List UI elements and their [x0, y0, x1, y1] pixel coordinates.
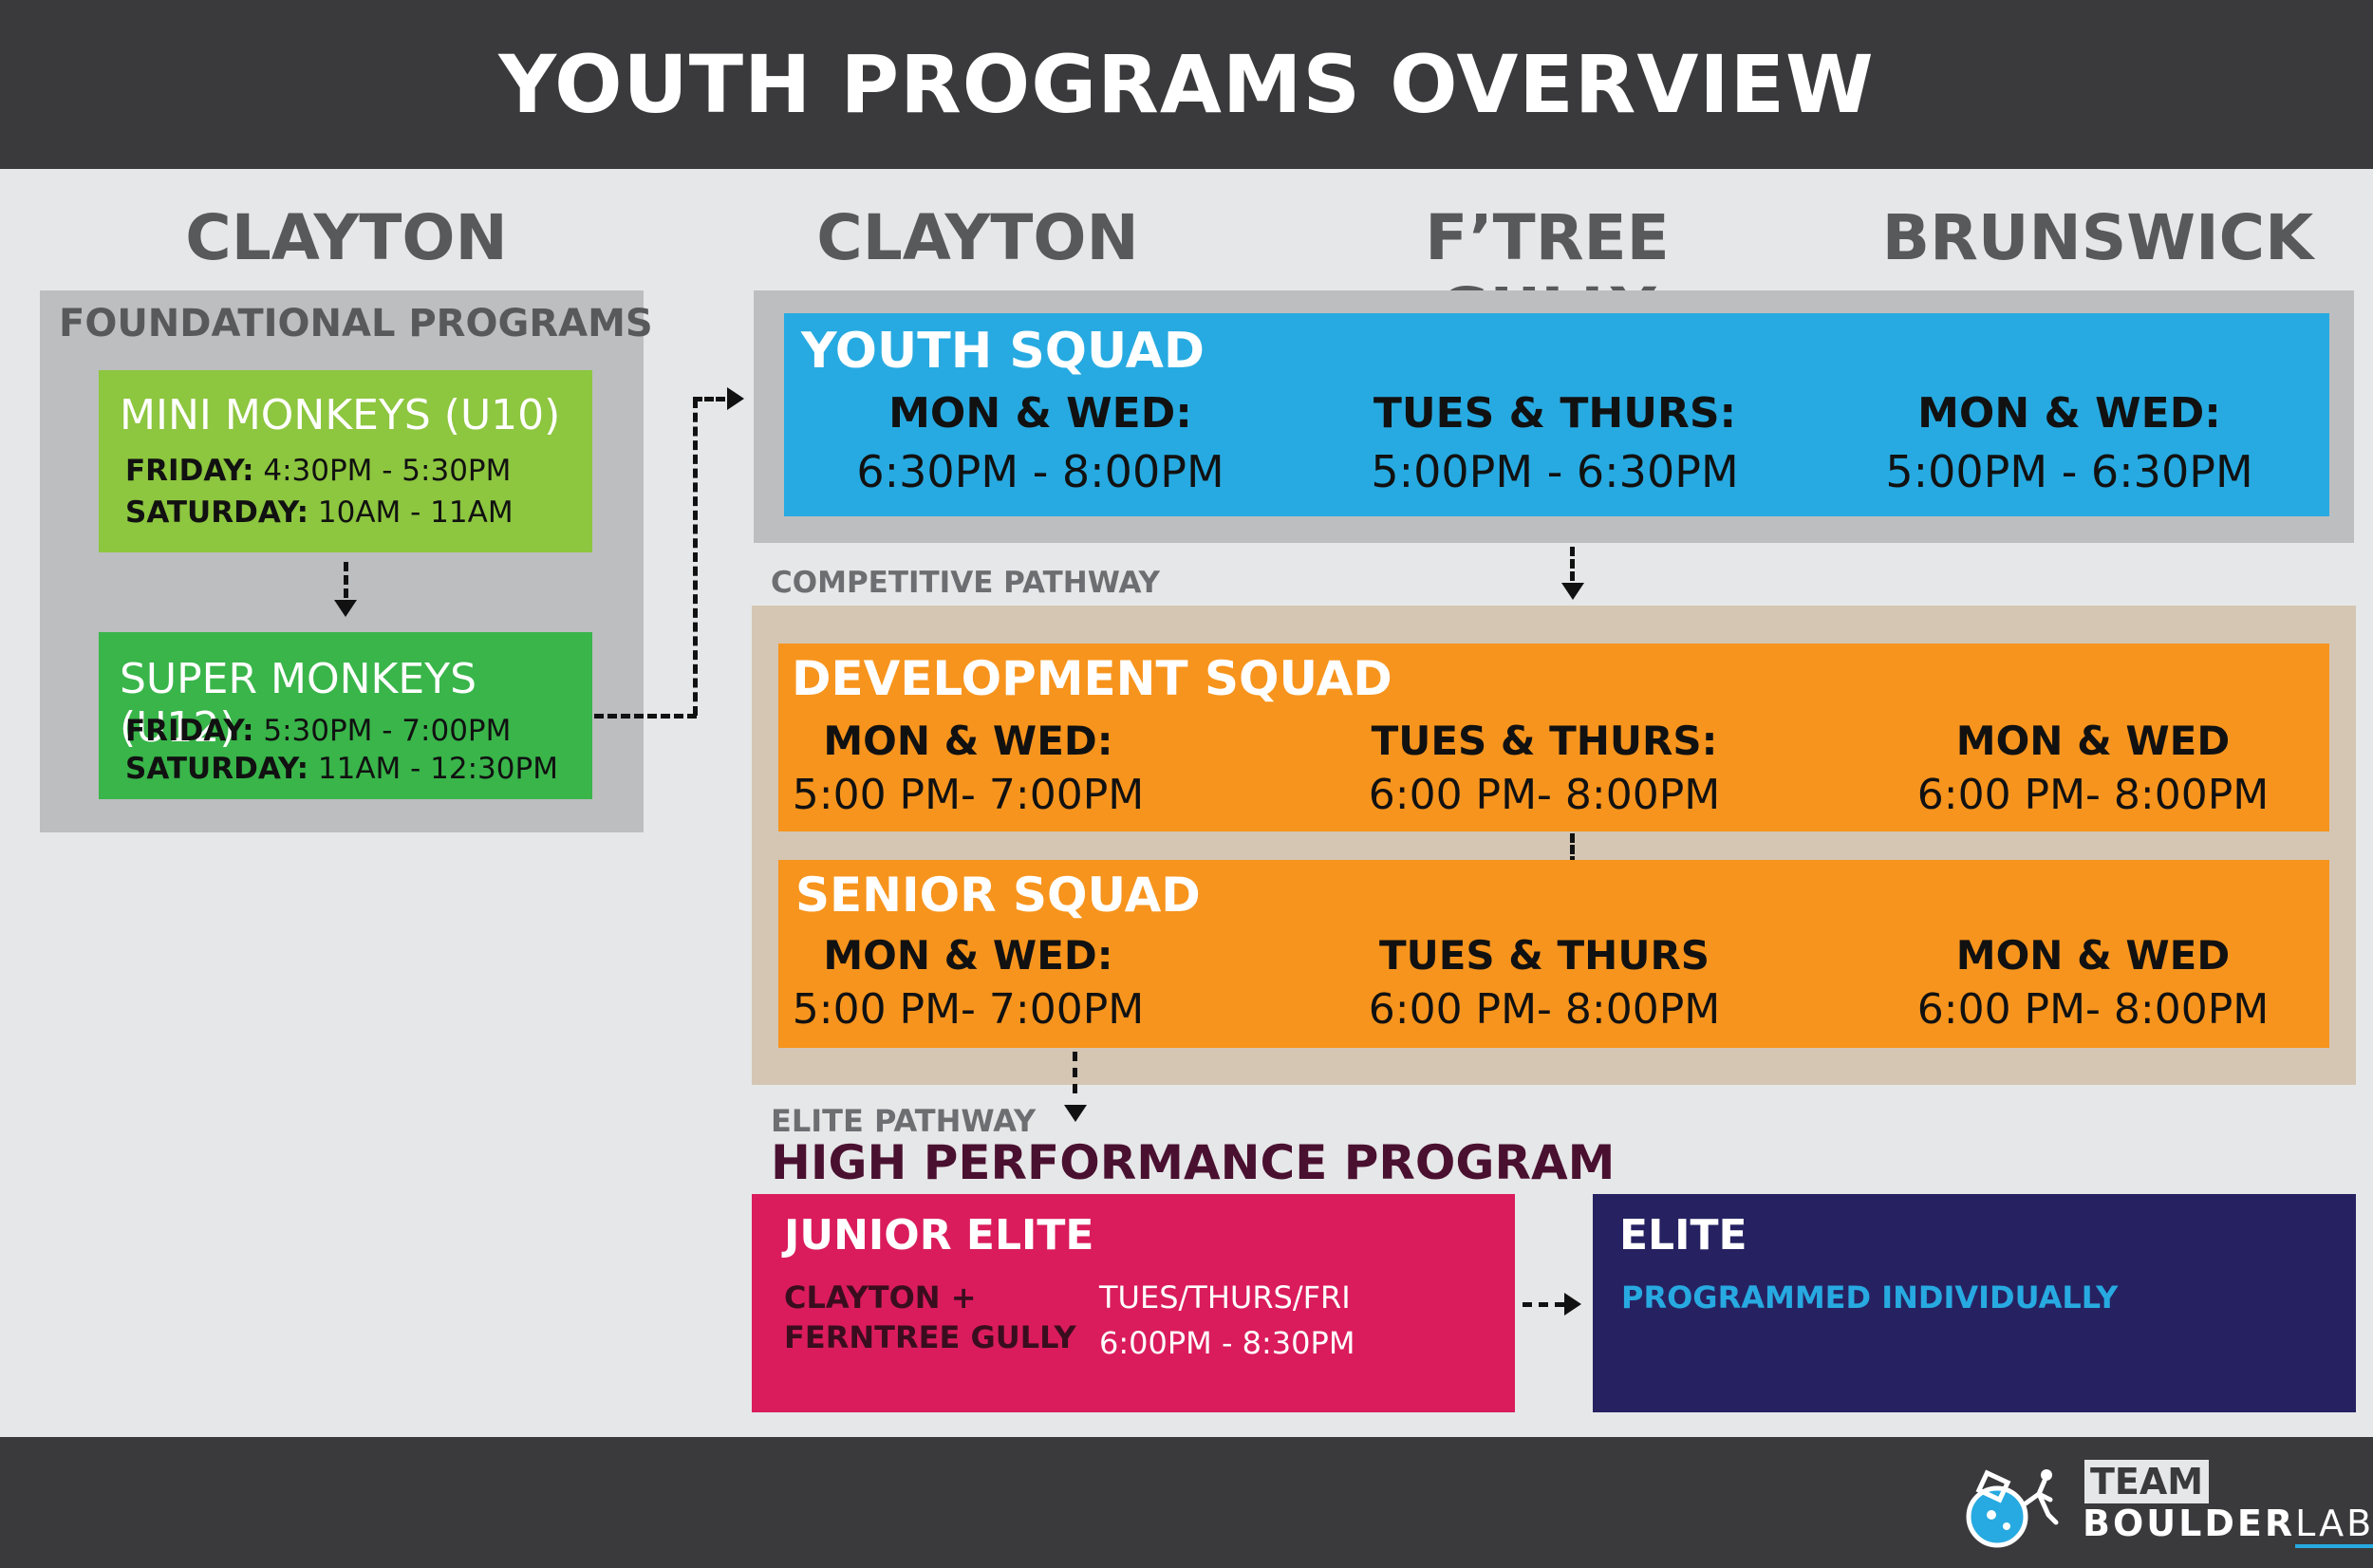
location-heading-brunswick: BRUNSWICK — [1881, 201, 2314, 274]
development-squad-time-2: 6:00 PM- 8:00PM — [1368, 771, 1721, 819]
header-bar — [0, 0, 2373, 169]
logo-boulder-text: BOULDER — [2083, 1503, 2296, 1544]
senior-squad-time-3: 6:00 PM- 8:00PM — [1916, 985, 2270, 1034]
development-squad-days-2: TUES & THURS: — [1371, 718, 1718, 764]
senior-squad-time-1: 5:00 PM- 7:00PM — [792, 985, 1145, 1034]
super-monkeys-card: SUPER MONKEYS (U12) FRIDAY: 5:30PM - 7:0… — [99, 632, 592, 799]
location-heading-foundational: CLAYTON — [185, 201, 508, 274]
development-squad-card: DEVELOPMENT SQUAD MON & WED: 5:00 PM- 7:… — [778, 644, 2329, 831]
super-monkeys-row-2: SATURDAY: 11AM - 12:30PM — [125, 752, 558, 786]
connector-super-to-youth-h1 — [594, 714, 697, 719]
youth-squad-days-2: TUES & THURS: — [1373, 389, 1737, 438]
elite-card: ELITE PROGRAMMED INDIVIDUALLY — [1593, 1194, 2356, 1412]
super-monkeys-row-1: FRIDAY: 5:30PM - 7:00PM — [125, 714, 511, 748]
youth-squad-time-3: 5:00PM - 6:30PM — [1885, 446, 2253, 497]
arrow-right-icon — [1564, 1293, 1581, 1316]
junior-elite-title: JUNIOR ELITE — [784, 1211, 1094, 1260]
page-title: YOUTH PROGRAMS OVERVIEW — [498, 38, 1875, 131]
connector-super-to-youth-h2 — [693, 397, 725, 401]
senior-squad-card: SENIOR SQUAD MON & WED: 5:00 PM- 7:00PM … — [778, 860, 2329, 1048]
youth-squad-time-1: 6:30PM - 8:00PM — [856, 446, 1224, 497]
arrow-down-icon — [1561, 583, 1584, 600]
development-squad-days-1: MON & WED: — [823, 718, 1113, 764]
connector-senior-to-elite — [1073, 1052, 1077, 1093]
junior-elite-location-2: FERNTREE GULLY — [784, 1319, 1076, 1355]
logo-team-text: TEAM — [2084, 1460, 2210, 1503]
junior-elite-location-1: CLAYTON + — [784, 1279, 977, 1316]
super-monkeys-time-2: 11AM - 12:30PM — [317, 752, 558, 786]
super-monkeys-day-1: FRIDAY: — [125, 714, 254, 748]
development-squad-time-3: 6:00 PM- 8:00PM — [1916, 771, 2270, 819]
arrow-right-icon — [727, 387, 744, 410]
connector-youth-to-development — [1570, 547, 1575, 581]
mini-monkeys-row-1: FRIDAY: 4:30PM - 5:30PM — [125, 454, 511, 488]
mini-monkeys-card: MINI MONKEYS (U10) FRIDAY: 4:30PM - 5:30… — [99, 370, 592, 552]
connector-super-to-youth-v — [693, 399, 698, 716]
youth-squad-time-2: 5:00PM - 6:30PM — [1371, 446, 1739, 497]
super-monkeys-day-2: SATURDAY: — [125, 752, 309, 786]
mini-monkeys-time-1: 4:30PM - 5:30PM — [263, 454, 512, 488]
mini-monkeys-day-1: FRIDAY: — [125, 454, 254, 488]
senior-squad-time-2: 6:00 PM- 8:00PM — [1368, 985, 1721, 1034]
youth-squad-days-1: MON & WED: — [888, 389, 1192, 438]
high-performance-program-title: HIGH PERFORMANCE PROGRAM — [771, 1135, 1616, 1190]
boulderlab-logo-icon — [1957, 1456, 2062, 1551]
junior-elite-days: TUES/THURS/FRI — [1099, 1279, 1351, 1316]
development-squad-title: DEVELOPMENT SQUAD — [792, 651, 1392, 706]
junior-elite-time: 6:00PM - 8:30PM — [1099, 1325, 1355, 1361]
super-monkeys-time-1: 5:30PM - 7:00PM — [263, 714, 512, 748]
senior-squad-days-2: TUES & THURS — [1378, 932, 1710, 979]
youth-squad-days-3: MON & WED: — [1917, 389, 2221, 438]
connector-development-to-senior — [1570, 833, 1575, 866]
elite-note: PROGRAMMED INDIVIDUALLY — [1621, 1279, 2119, 1316]
mini-monkeys-day-2: SATURDAY: — [125, 495, 309, 530]
logo-lab-text: LAB — [2295, 1503, 2373, 1548]
development-squad-time-1: 5:00 PM- 7:00PM — [792, 771, 1145, 819]
junior-elite-card: JUNIOR ELITE CLAYTON + FERNTREE GULLY TU… — [752, 1194, 1515, 1412]
mini-monkeys-time-2: 10AM - 11AM — [317, 495, 514, 530]
mini-monkeys-row-2: SATURDAY: 10AM - 11AM — [125, 495, 514, 530]
logo-wordmark: BOULDERLAB — [2083, 1502, 2373, 1548]
foundational-title: FOUNDATIONAL PROGRAMS — [59, 302, 653, 345]
senior-squad-days-1: MON & WED: — [823, 932, 1113, 979]
elite-title: ELITE — [1619, 1211, 1747, 1260]
arrow-down-icon — [334, 600, 357, 617]
mini-monkeys-name: MINI MONKEYS (U10) — [120, 391, 561, 439]
development-squad-days-3: MON & WED — [1955, 718, 2231, 764]
senior-squad-days-3: MON & WED — [1955, 932, 2231, 979]
youth-squad-title: YOUTH SQUAD — [801, 323, 1205, 380]
elite-pathway-label: ELITE PATHWAY — [771, 1103, 1037, 1139]
competitive-pathway-label: COMPETITIVE PATHWAY — [771, 566, 1160, 600]
youth-squad-card: YOUTH SQUAD MON & WED: 6:30PM - 8:00PM T… — [784, 313, 2329, 516]
senior-squad-title: SENIOR SQUAD — [795, 868, 1201, 923]
location-heading-clayton: CLAYTON — [816, 201, 1139, 274]
connector-junior-to-elite — [1523, 1302, 1564, 1307]
arrow-down-icon — [1064, 1105, 1087, 1122]
connector-mini-to-super — [344, 562, 348, 598]
super-monkeys-name: SUPER MONKEYS (U12) — [120, 655, 476, 752]
